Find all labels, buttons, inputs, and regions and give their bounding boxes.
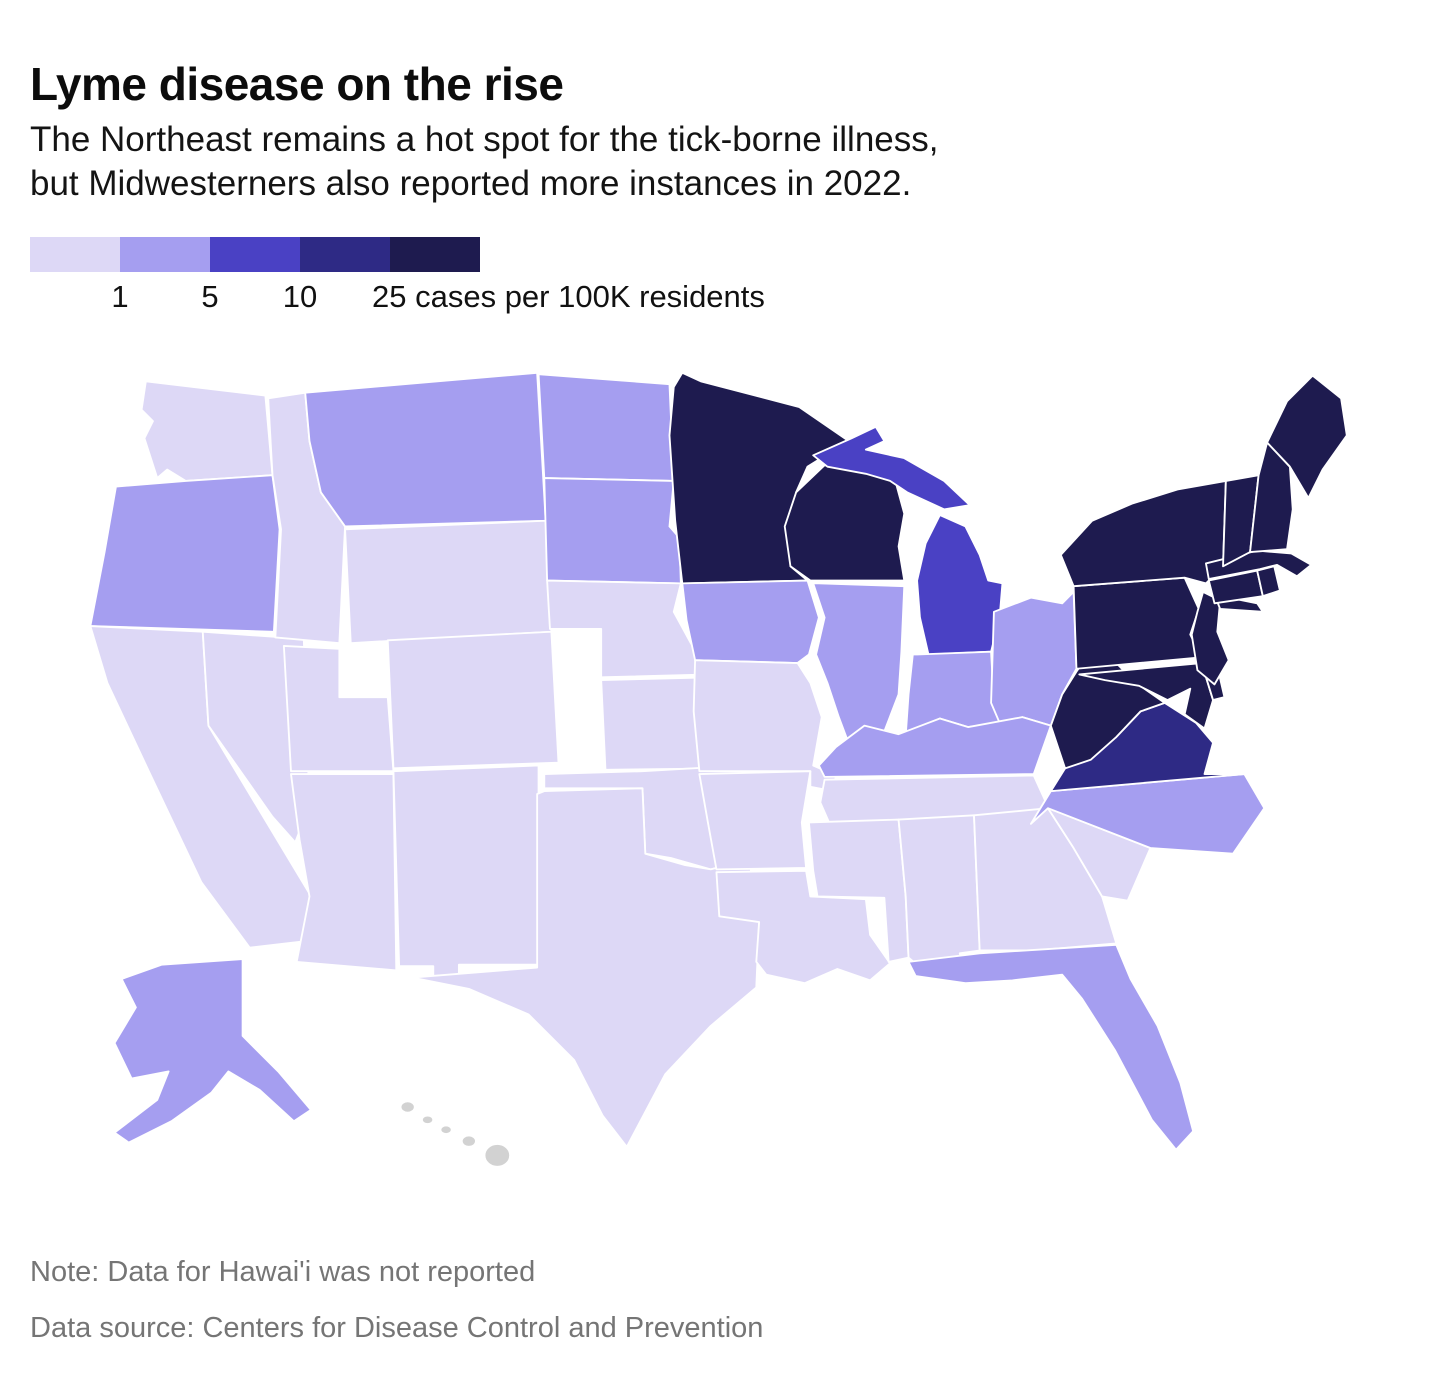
state-mi [916,514,1004,656]
state-ia [681,579,820,664]
legend-tick-5: 5 [201,279,219,314]
state-ky [817,716,1052,778]
page-title: Lyme disease on the rise [30,57,564,110]
state-wa [140,380,274,482]
legend-swatch-bin5 [390,237,480,272]
legend-tick-labels: 1 5 10 25 cases per 100K residents [30,279,930,319]
state-mi-upper-peninsula [812,425,971,511]
state-hi-island [420,1114,435,1126]
legend-swatch-bin1 [30,237,120,272]
state-hi-island [483,1143,512,1168]
states-group [89,371,1348,1168]
data-source: Data source: Centers for Disease Control… [30,1312,764,1344]
legend-swatch-bin2 [120,237,210,272]
state-az [290,773,398,972]
state-nc [1029,773,1266,855]
state-mt [304,371,547,528]
state-hi-island [460,1134,477,1148]
legend-color-ramp [30,237,480,272]
state-nd [537,373,675,482]
state-tx [411,787,761,1148]
state-al [897,814,981,969]
legend-swatch-bin4 [300,237,390,272]
state-pa [1072,576,1203,670]
state-ar [698,770,812,871]
legend: 1 5 10 25 cases per 100K residents [30,237,930,347]
legend-tick-25-units: 25 cases per 100K residents [372,279,765,314]
state-wy [344,519,553,645]
state-wi [783,464,906,582]
page-subtitle: The Northeast remains a hot spot for the… [30,120,939,204]
state-nj [1190,590,1230,686]
state-ny [1059,479,1227,588]
state-sd [543,477,682,585]
state-or [89,474,281,633]
us-choropleth-map [26,350,1414,1218]
state-ok [543,764,751,871]
state-ak [113,958,312,1144]
state-nm [392,764,540,980]
us-map-svg [89,371,1348,1168]
legend-tick-10: 10 [282,279,318,314]
state-hi-island [399,1100,416,1114]
legend-tick-1: 1 [111,279,129,314]
state-me [1266,374,1348,499]
legend-swatch-bin3 [210,237,300,272]
state-ut [282,645,395,773]
footnote: Note: Data for Hawai'i was not reported [30,1256,536,1288]
state-co [386,630,560,770]
state-fl [907,943,1195,1151]
state-hi-island [439,1124,453,1135]
